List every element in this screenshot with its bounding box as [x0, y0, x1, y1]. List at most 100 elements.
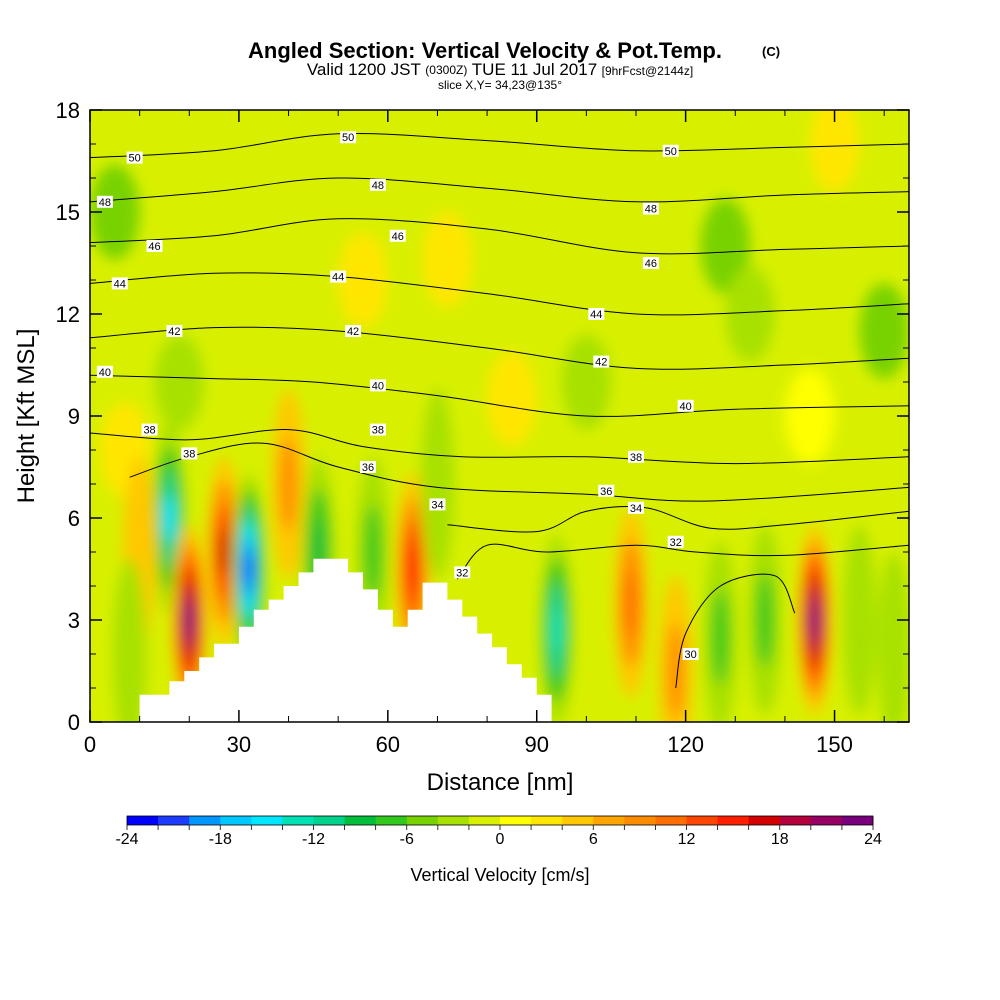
- isentrope-label-bg-19: [181, 447, 198, 460]
- isentrope-label-bg-4: [369, 178, 386, 191]
- isentrope-label-bg-12: [166, 325, 183, 337]
- colorbar-swatch-12: [500, 816, 532, 825]
- isentrope-label-bg-24: [429, 498, 446, 511]
- isentrope-label-bg-17: [677, 399, 694, 412]
- colorbar-swatch-18: [686, 816, 719, 825]
- isentrope-label-15: 40: [96, 365, 113, 379]
- isentrope-label-text-5: 48: [645, 204, 657, 216]
- y-tick-label-0: 0: [68, 710, 80, 735]
- colorbar-swatch-23: [841, 816, 874, 825]
- isentrope-label-text-28: 30: [684, 649, 696, 661]
- colorbar-swatch-4: [251, 816, 283, 825]
- isentrope-labels: 50 50 50 48 48 48 46 46 46 44 44 44 42 42 42 40 40 40 38 38…: [96, 131, 699, 661]
- velocity-cell-0: [152, 422, 187, 614]
- field-region-1: [338, 232, 388, 328]
- isentrope-label-bg-10: [330, 270, 347, 283]
- field-region-6: [725, 266, 775, 362]
- colorbar-swatch-13: [531, 816, 563, 825]
- isentrope-label-text-10: 44: [332, 272, 344, 284]
- colorbar-label: Vertical Velocity [cm/s]: [410, 865, 589, 885]
- velocity-cell-9: [539, 535, 574, 722]
- colorbar-swatch-10: [437, 816, 470, 825]
- field-region-9: [487, 351, 537, 447]
- colorbar-swatch-20: [748, 816, 781, 825]
- isentrope-label-text-12: 42: [168, 326, 180, 338]
- isentrope-label-text-21: 38: [630, 452, 642, 464]
- colorbar-swatch-2: [189, 816, 221, 825]
- isentrope-label-bg-11: [588, 308, 605, 320]
- isentrope-label-2: 50: [662, 144, 679, 158]
- isentrope-label-bg-20: [369, 423, 386, 436]
- isentrope-label-21: 38: [628, 450, 644, 464]
- isentrope-label-bg-6: [146, 240, 163, 252]
- velocity-cell-3-ring-5: [242, 553, 255, 585]
- velocity-cell-12-ring-1: [756, 572, 774, 668]
- x-tick-label-150: 150: [816, 732, 853, 757]
- velocity-cell-16-ring-0: [877, 552, 909, 722]
- isentrope-label-0: 50: [126, 151, 143, 165]
- isentrope-label-19: 38: [181, 447, 198, 460]
- x-tick-label-120: 120: [667, 732, 704, 757]
- velocity-cell-14: [842, 524, 877, 716]
- colorbar-swatch-16: [624, 816, 656, 825]
- field-region-7: [859, 283, 909, 379]
- x-tick-label-90: 90: [524, 732, 548, 757]
- isentrope-label-26: 32: [454, 566, 471, 579]
- colorbar: [126, 815, 874, 830]
- plot-area: 50 50 50 48 48 48 46 46 46 44 44 44 42 42 42 40 40 40 38 38…: [90, 110, 909, 722]
- isentrope-48: [90, 177, 909, 203]
- isentrope-label-9: 44: [111, 277, 128, 290]
- isentrope-label-text-6: 46: [148, 241, 160, 253]
- isentrope-44: [90, 272, 909, 316]
- colorbar-swatch-9: [406, 816, 439, 825]
- isentrope-label-text-7: 46: [392, 231, 404, 243]
- velocity-cell-0-ring-3: [163, 494, 176, 542]
- isentrope-50: [90, 133, 909, 159]
- isentrope-label-text-4: 48: [372, 180, 384, 192]
- isentrope-46: [90, 218, 909, 255]
- velocity-cell-18: [658, 575, 693, 722]
- isentrope-label-bg-9: [111, 277, 128, 290]
- isentrope-label-6: 46: [146, 240, 163, 253]
- y-tick-label-3: 3: [68, 608, 80, 633]
- isentrope-lines: [90, 133, 909, 689]
- isentrope-label-23: 36: [598, 484, 615, 498]
- isentrope-32: [456, 543, 909, 580]
- isentrope-label-text-16: 40: [372, 380, 384, 392]
- isentrope-label-text-20: 38: [372, 425, 384, 437]
- isentrope-label-bg-23: [598, 484, 615, 497]
- isentrope-label-bg-14: [593, 355, 610, 368]
- isentrope-label-25: 34: [628, 501, 644, 515]
- isentrope-label-28: 30: [682, 648, 699, 661]
- isentrope-label-bg-15: [96, 365, 113, 378]
- slice-label: slice X,Y= 34,23@135°: [438, 78, 562, 92]
- terrain-mask: [90, 558, 909, 722]
- isentrope-label-text-24: 34: [431, 499, 443, 511]
- isentrope-label-bg-0: [126, 151, 143, 164]
- isentrope-label-24: 34: [429, 498, 446, 511]
- isentrope-label-4: 48: [369, 178, 386, 192]
- colorbar-ticks: -24 -18 -12 -6 0 6 12 18 24: [115, 831, 882, 848]
- velocity-cell-1: [172, 524, 207, 716]
- isentrope-label-bg-25: [628, 501, 644, 514]
- isentrope-label-text-27: 32: [670, 537, 682, 549]
- field-region-2: [422, 212, 473, 308]
- isentrope-label-text-2: 50: [665, 146, 677, 158]
- velocity-cell-13: [797, 524, 832, 716]
- colorbar-swatch-22: [810, 816, 843, 825]
- isentrope-40: [90, 374, 909, 417]
- isentrope-label-text-14: 42: [595, 357, 607, 369]
- isentrope-label-bg-8: [642, 257, 659, 269]
- isentrope-label-7: 46: [389, 229, 406, 243]
- isentrope-label-14: 42: [593, 355, 610, 369]
- field-region-4: [700, 198, 751, 294]
- isentrope-label-18: 38: [141, 423, 158, 437]
- isentrope-label-bg-22: [359, 461, 376, 473]
- isentrope-label-13: 42: [345, 325, 362, 338]
- isentrope-label-12: 42: [166, 325, 183, 338]
- velocity-cell-8-ring-0: [420, 388, 455, 580]
- isentrope-label-27: 32: [667, 535, 684, 549]
- velocity-cell-4: [271, 388, 306, 580]
- velocity-cell-7-ring-3: [406, 545, 419, 593]
- isentrope-label-text-23: 36: [600, 486, 612, 498]
